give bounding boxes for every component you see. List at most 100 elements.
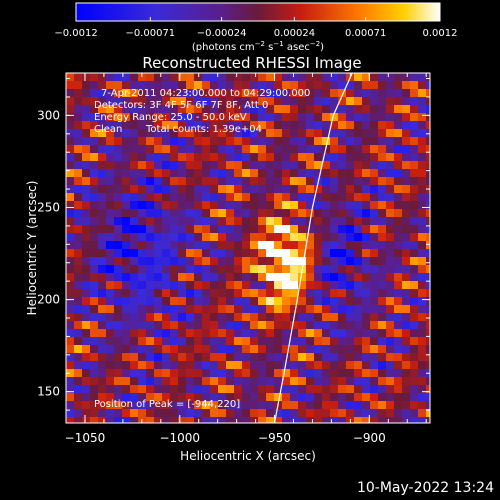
heatmap-cell: [154, 225, 163, 234]
heatmap-cell: [386, 137, 395, 146]
heatmap-cell: [194, 217, 203, 226]
heatmap-cell: [378, 281, 387, 290]
heatmap-cell: [306, 257, 315, 266]
heatmap-cell: [410, 273, 419, 282]
solar-limb-curve: [273, 73, 353, 423]
heatmap-cell: [154, 201, 163, 210]
heatmap-cell: [154, 73, 163, 82]
heatmap-cell: [250, 273, 259, 282]
heatmap-cell: [154, 353, 163, 362]
heatmap-cell: [418, 89, 427, 98]
heatmap-cell: [418, 113, 427, 122]
heatmap-cell: [178, 337, 187, 346]
heatmap-cell: [282, 201, 291, 210]
heatmap-cell: [410, 305, 419, 314]
x-tick-label: −950: [258, 431, 291, 445]
heatmap-cell: [394, 305, 403, 314]
heatmap-cell: [242, 177, 251, 186]
heatmap-cell: [178, 201, 187, 210]
heatmap-cell: [218, 153, 227, 162]
heatmap-cell: [402, 385, 411, 394]
heatmap-cell: [74, 233, 83, 242]
heatmap-cell: [410, 297, 419, 306]
heatmap-cell: [130, 321, 139, 330]
heatmap-cell: [354, 297, 363, 306]
heatmap-cell: [410, 153, 419, 162]
heatmap-cell: [346, 305, 355, 314]
heatmap-cell: [66, 105, 75, 114]
heatmap-cell: [338, 265, 347, 274]
heatmap-cell: [234, 305, 243, 314]
heatmap-cell: [146, 297, 155, 306]
heatmap-cell: [194, 353, 203, 362]
heatmap-cell: [354, 97, 363, 106]
heatmap-cell: [370, 273, 379, 282]
heatmap-cell: [98, 113, 107, 122]
heatmap-cell: [202, 225, 211, 234]
heatmap-cell: [138, 209, 147, 218]
heatmap-cell: [378, 233, 387, 242]
heatmap-cell: [130, 177, 139, 186]
heatmap-cell: [66, 233, 75, 242]
heatmap-cell: [282, 409, 291, 418]
heatmap-cell: [178, 177, 187, 186]
heatmap-cell: [242, 265, 251, 274]
heatmap-cell: [370, 281, 379, 290]
heatmap-cell: [394, 209, 403, 218]
heatmap-cell: [194, 337, 203, 346]
heatmap-cell: [162, 217, 171, 226]
heatmap-cell: [282, 361, 291, 370]
heatmap-cell: [314, 209, 323, 218]
heatmap-cell: [402, 305, 411, 314]
heatmap-cell: [290, 249, 299, 258]
heatmap-cell: [426, 353, 430, 362]
heatmap-cell: [98, 137, 107, 146]
plot-frame: [65, 72, 431, 424]
heatmap-cell: [274, 169, 283, 178]
heatmap-cell: [242, 169, 251, 178]
heatmap-cell: [330, 153, 339, 162]
heatmap-cell: [82, 129, 91, 138]
heatmap-cell: [146, 281, 155, 290]
heatmap-cell: [242, 97, 251, 106]
heatmap-cell: [330, 377, 339, 386]
heatmap-cell: [402, 265, 411, 274]
heatmap-cell: [258, 241, 267, 250]
heatmap-cell: [90, 241, 99, 250]
heatmap-cell: [138, 161, 147, 170]
heatmap-cell: [194, 177, 203, 186]
heatmap-cell: [106, 177, 115, 186]
heatmap-cell: [426, 201, 430, 210]
heatmap-cell: [226, 329, 235, 338]
heatmap-cell: [370, 265, 379, 274]
heatmap-cell: [314, 233, 323, 242]
heatmap-cell: [290, 81, 299, 90]
heatmap-cell: [234, 185, 243, 194]
heatmap-cell: [178, 297, 187, 306]
heatmap-cell: [202, 129, 211, 138]
heatmap-cell: [106, 297, 115, 306]
heatmap-cell: [250, 289, 259, 298]
heatmap-cell: [178, 281, 187, 290]
heatmap-cell: [194, 409, 203, 418]
heatmap-cell: [114, 209, 123, 218]
heatmap-cell: [234, 361, 243, 370]
heatmap-cell: [346, 353, 355, 362]
heatmap-cell: [418, 209, 427, 218]
heatmap-cell: [194, 153, 203, 162]
heatmap-cell: [114, 225, 123, 234]
heatmap-cell: [402, 401, 411, 410]
heatmap-cell: [98, 321, 107, 330]
heatmap-cell: [66, 249, 75, 258]
heatmap-cell: [202, 281, 211, 290]
heatmap-cell: [410, 113, 419, 122]
heatmap-cell: [90, 369, 99, 378]
heatmap-cell: [362, 217, 371, 226]
heatmap-cell: [386, 169, 395, 178]
heatmap-cell: [226, 81, 235, 90]
heatmap-cell: [146, 313, 155, 322]
heatmap-cell: [122, 297, 131, 306]
heatmap-cell: [362, 73, 371, 82]
heatmap-cell: [314, 249, 323, 258]
heatmap-cell: [426, 209, 430, 218]
